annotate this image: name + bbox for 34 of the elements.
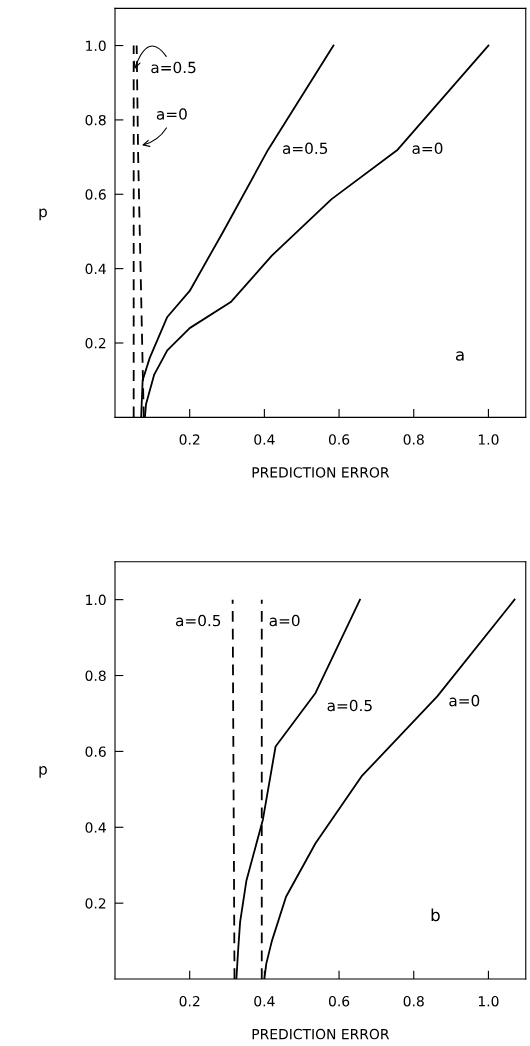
x-tick-label: 0.2 xyxy=(179,995,200,1007)
annotation: a=0.5 xyxy=(151,61,196,74)
y-tick-label: 0.8 xyxy=(85,114,106,126)
x-tick-label: 0.6 xyxy=(328,995,350,1007)
y-tick-label: 0.6 xyxy=(85,746,106,757)
annotation: a=0 xyxy=(156,108,187,120)
y-tick-label: 0.4 xyxy=(85,822,106,833)
annotation: a=0.5 xyxy=(327,699,372,712)
annotation: a=0.5 xyxy=(282,142,328,155)
annotation: a=0.5 xyxy=(175,614,221,627)
annotation: a=0 xyxy=(269,614,300,627)
annotation: a=0 xyxy=(449,694,480,707)
y-tick-label: 0.4 xyxy=(85,263,106,275)
x-tick-label: 0.6 xyxy=(328,434,350,445)
x-tick-label: 0.4 xyxy=(254,434,275,445)
x-tick-label: 1.0 xyxy=(478,434,499,445)
y-axis-title: p xyxy=(39,766,47,778)
annotation: a=0 xyxy=(412,142,443,155)
y-tick-label: 1.0 xyxy=(86,594,106,606)
annotation: b xyxy=(431,908,440,922)
x-axis-title: PREDICTION ERROR xyxy=(252,467,390,478)
x-axis-title: PREDICTION ERROR xyxy=(252,1028,390,1040)
y-tick-label: 1.0 xyxy=(86,40,106,52)
y-tick-label: 0.8 xyxy=(85,670,106,681)
y-tick-label: 0.2 xyxy=(85,337,106,349)
y-axis-title: p xyxy=(39,208,47,221)
x-tick-label: 1.0 xyxy=(478,995,499,1007)
x-tick-label: 0.2 xyxy=(179,434,200,445)
annotation: a xyxy=(455,351,464,361)
x-tick-label: 0.4 xyxy=(254,995,275,1007)
x-tick-label: 0.8 xyxy=(403,995,424,1007)
x-tick-label: 0.8 xyxy=(403,434,424,445)
y-tick-label: 0.6 xyxy=(85,189,106,200)
y-tick-label: 0.2 xyxy=(85,898,106,909)
